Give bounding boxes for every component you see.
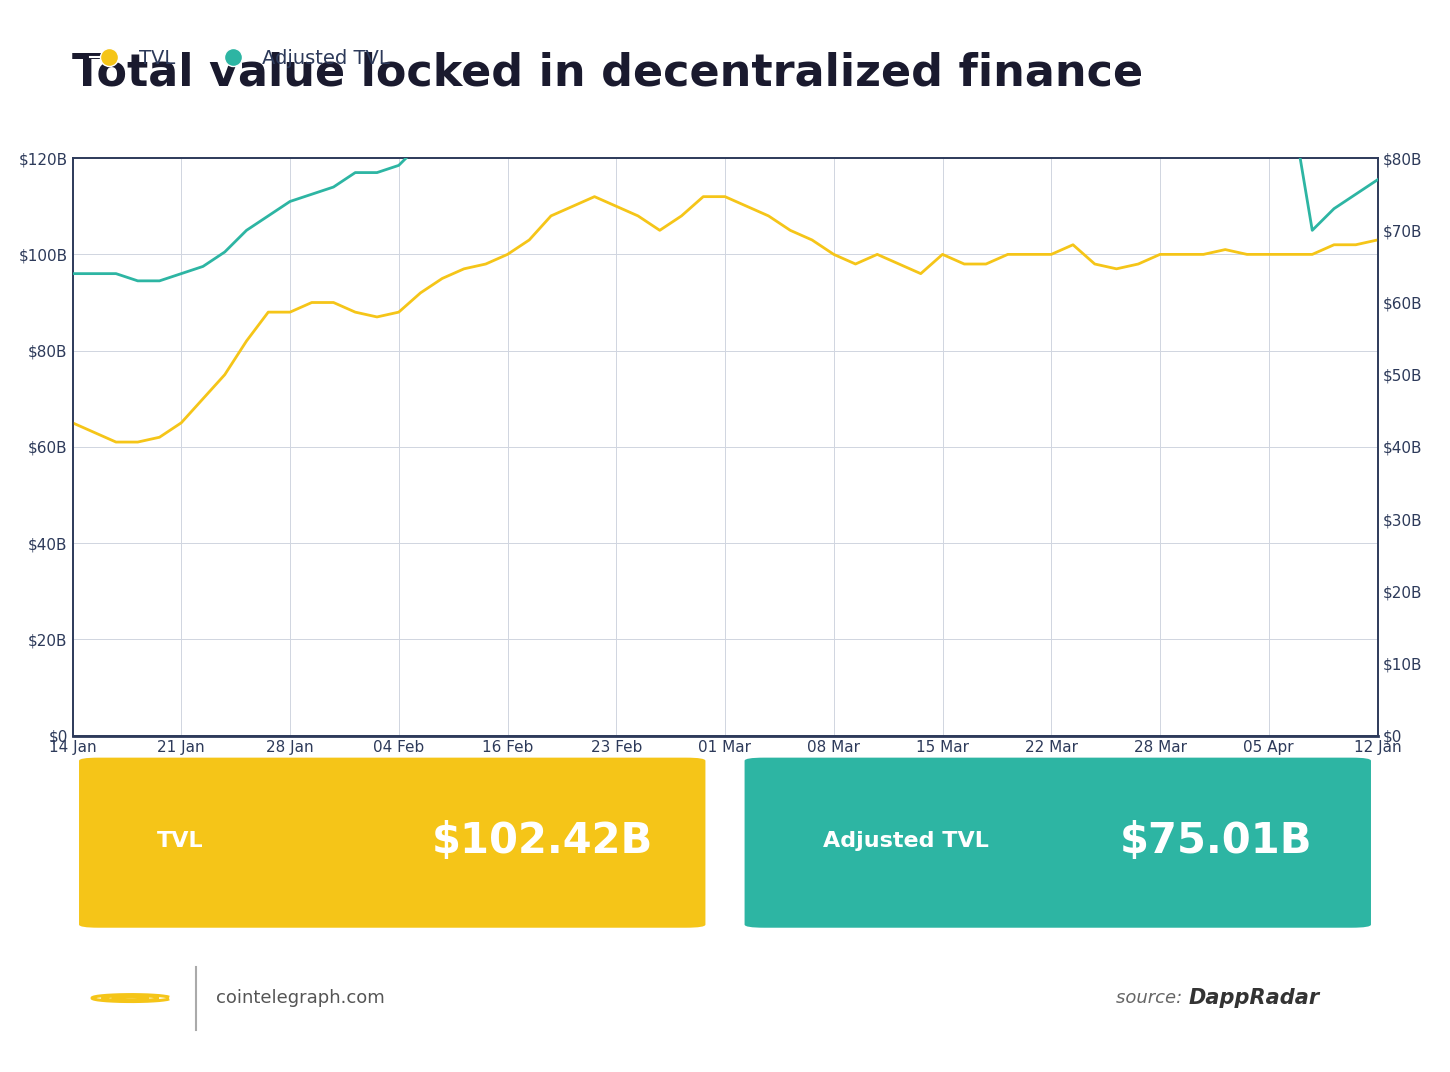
Text: $75.01B: $75.01B	[1119, 820, 1312, 862]
FancyBboxPatch shape	[745, 758, 1370, 927]
FancyBboxPatch shape	[78, 758, 705, 927]
Text: Adjusted TVL: Adjusted TVL	[822, 831, 989, 850]
Text: Total value locked in decentralized finance: Total value locked in decentralized fina…	[72, 51, 1144, 94]
Text: DappRadar: DappRadar	[1188, 988, 1320, 1008]
Text: cointelegraph.com: cointelegraph.com	[216, 989, 384, 1007]
Legend: TVL, Adjusted TVL: TVL, Adjusted TVL	[83, 41, 397, 75]
Text: $102.42B: $102.42B	[432, 820, 652, 862]
Text: source:: source:	[1116, 989, 1189, 1007]
Text: TVL: TVL	[157, 831, 204, 850]
